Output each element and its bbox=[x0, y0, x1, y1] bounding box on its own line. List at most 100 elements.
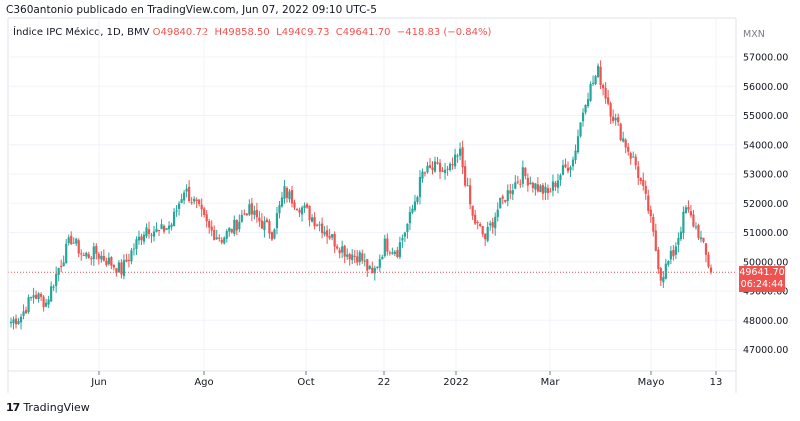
candle-body bbox=[639, 178, 642, 181]
candle-body bbox=[689, 211, 693, 216]
price-tick-label: 52000.00 bbox=[743, 199, 788, 210]
candle-body bbox=[381, 256, 384, 260]
candle-body bbox=[205, 214, 208, 222]
candle-body bbox=[632, 156, 635, 158]
price-tick-label: 56000.00 bbox=[743, 82, 788, 93]
candle-body bbox=[559, 175, 562, 180]
candle-body bbox=[443, 169, 447, 174]
time-tick-label: Ago bbox=[194, 377, 213, 388]
candle-body bbox=[341, 246, 344, 253]
candle-body bbox=[684, 207, 688, 214]
candle-body bbox=[326, 230, 329, 237]
candle-body bbox=[388, 252, 391, 254]
candle-body bbox=[185, 188, 188, 192]
candle-body bbox=[62, 262, 65, 267]
candle-body bbox=[609, 103, 612, 117]
candle-body bbox=[436, 162, 439, 164]
candle-body bbox=[250, 203, 253, 215]
price-tick-label: 54000.00 bbox=[743, 140, 788, 151]
candle-body bbox=[453, 154, 457, 167]
time-tick-label: Mayo bbox=[638, 377, 665, 388]
candle-body bbox=[258, 217, 261, 222]
candle-body bbox=[438, 162, 442, 172]
candle-body bbox=[484, 233, 487, 240]
brand-name: TradingView bbox=[23, 401, 90, 414]
candle-body bbox=[275, 213, 279, 229]
symbol-legend: Índice IPC México, 1D, BMV O49840.72 H49… bbox=[13, 27, 491, 38]
currency-label: MXN bbox=[743, 29, 765, 40]
time-tick-label: Mar bbox=[541, 377, 561, 388]
candle-body bbox=[346, 254, 349, 257]
candle-body bbox=[315, 224, 319, 226]
candle-body bbox=[65, 243, 68, 264]
candle-body bbox=[120, 262, 123, 275]
candle-body bbox=[602, 84, 605, 89]
candle-body bbox=[617, 117, 620, 123]
price-tick-label: 50000.00 bbox=[743, 257, 788, 268]
candle-body bbox=[499, 197, 502, 209]
candle-body bbox=[504, 200, 507, 202]
candle-body bbox=[423, 172, 427, 174]
candle-body bbox=[157, 229, 161, 231]
candle-body bbox=[581, 112, 585, 122]
candle-body bbox=[501, 196, 504, 199]
candle-body bbox=[361, 253, 364, 261]
candle-body bbox=[652, 216, 655, 232]
candle-body bbox=[662, 277, 665, 283]
candle-body bbox=[481, 226, 484, 235]
candle-body bbox=[142, 234, 146, 242]
candle-body bbox=[707, 254, 710, 267]
candle-body bbox=[474, 214, 477, 224]
candle-body bbox=[466, 185, 469, 187]
candle-body bbox=[446, 168, 449, 170]
candle-body bbox=[672, 250, 675, 257]
candle-body bbox=[403, 232, 407, 237]
candle-body bbox=[210, 226, 213, 231]
candle-body bbox=[55, 273, 58, 287]
candle-body bbox=[200, 204, 203, 210]
candle-body bbox=[19, 316, 23, 323]
candle-body bbox=[255, 209, 258, 218]
candle-body bbox=[459, 148, 462, 156]
candle-body bbox=[391, 252, 394, 254]
candle-body bbox=[448, 163, 452, 170]
candle-body bbox=[190, 202, 193, 204]
candle-body bbox=[310, 217, 314, 222]
candle-body bbox=[594, 76, 597, 85]
candle-body bbox=[476, 221, 479, 223]
candle-body bbox=[260, 220, 263, 229]
price-tick-label: 53000.00 bbox=[743, 170, 788, 181]
candle-body bbox=[702, 237, 705, 242]
candle-body bbox=[273, 229, 276, 239]
candle-body bbox=[145, 227, 148, 237]
candle-body bbox=[243, 213, 246, 215]
tradingview-brand[interactable]: 17 TradingView bbox=[6, 401, 90, 414]
last-price-badge: 49641.70 06:24:44 bbox=[739, 266, 785, 293]
symbol-name[interactable]: Índice IPC México, 1D, BMV bbox=[13, 27, 150, 38]
candle-body bbox=[416, 197, 419, 203]
high-value: H49858.50 bbox=[214, 27, 270, 38]
candle-body bbox=[238, 221, 241, 230]
candle-body bbox=[586, 99, 590, 107]
change-value: −418.83 (−0.84%) bbox=[396, 27, 492, 38]
candle-body bbox=[167, 225, 171, 230]
candle-body bbox=[162, 225, 166, 232]
candle-body bbox=[664, 263, 667, 279]
candle-body bbox=[213, 229, 216, 241]
candle-body bbox=[147, 229, 151, 234]
candle-body bbox=[599, 66, 602, 86]
candle-body bbox=[87, 254, 90, 258]
candle-body bbox=[102, 255, 105, 261]
candle-body bbox=[235, 219, 238, 231]
candle-body bbox=[132, 248, 136, 250]
candle-body bbox=[393, 251, 396, 254]
candle-body bbox=[687, 206, 690, 210]
candle-body bbox=[431, 167, 434, 170]
candle-body bbox=[140, 236, 143, 241]
time-tick-label: Jun bbox=[90, 377, 107, 388]
candle-body bbox=[295, 209, 299, 211]
price-tick-label: 47000.00 bbox=[743, 345, 788, 356]
candle-body bbox=[366, 259, 369, 271]
candle-body bbox=[122, 260, 126, 277]
